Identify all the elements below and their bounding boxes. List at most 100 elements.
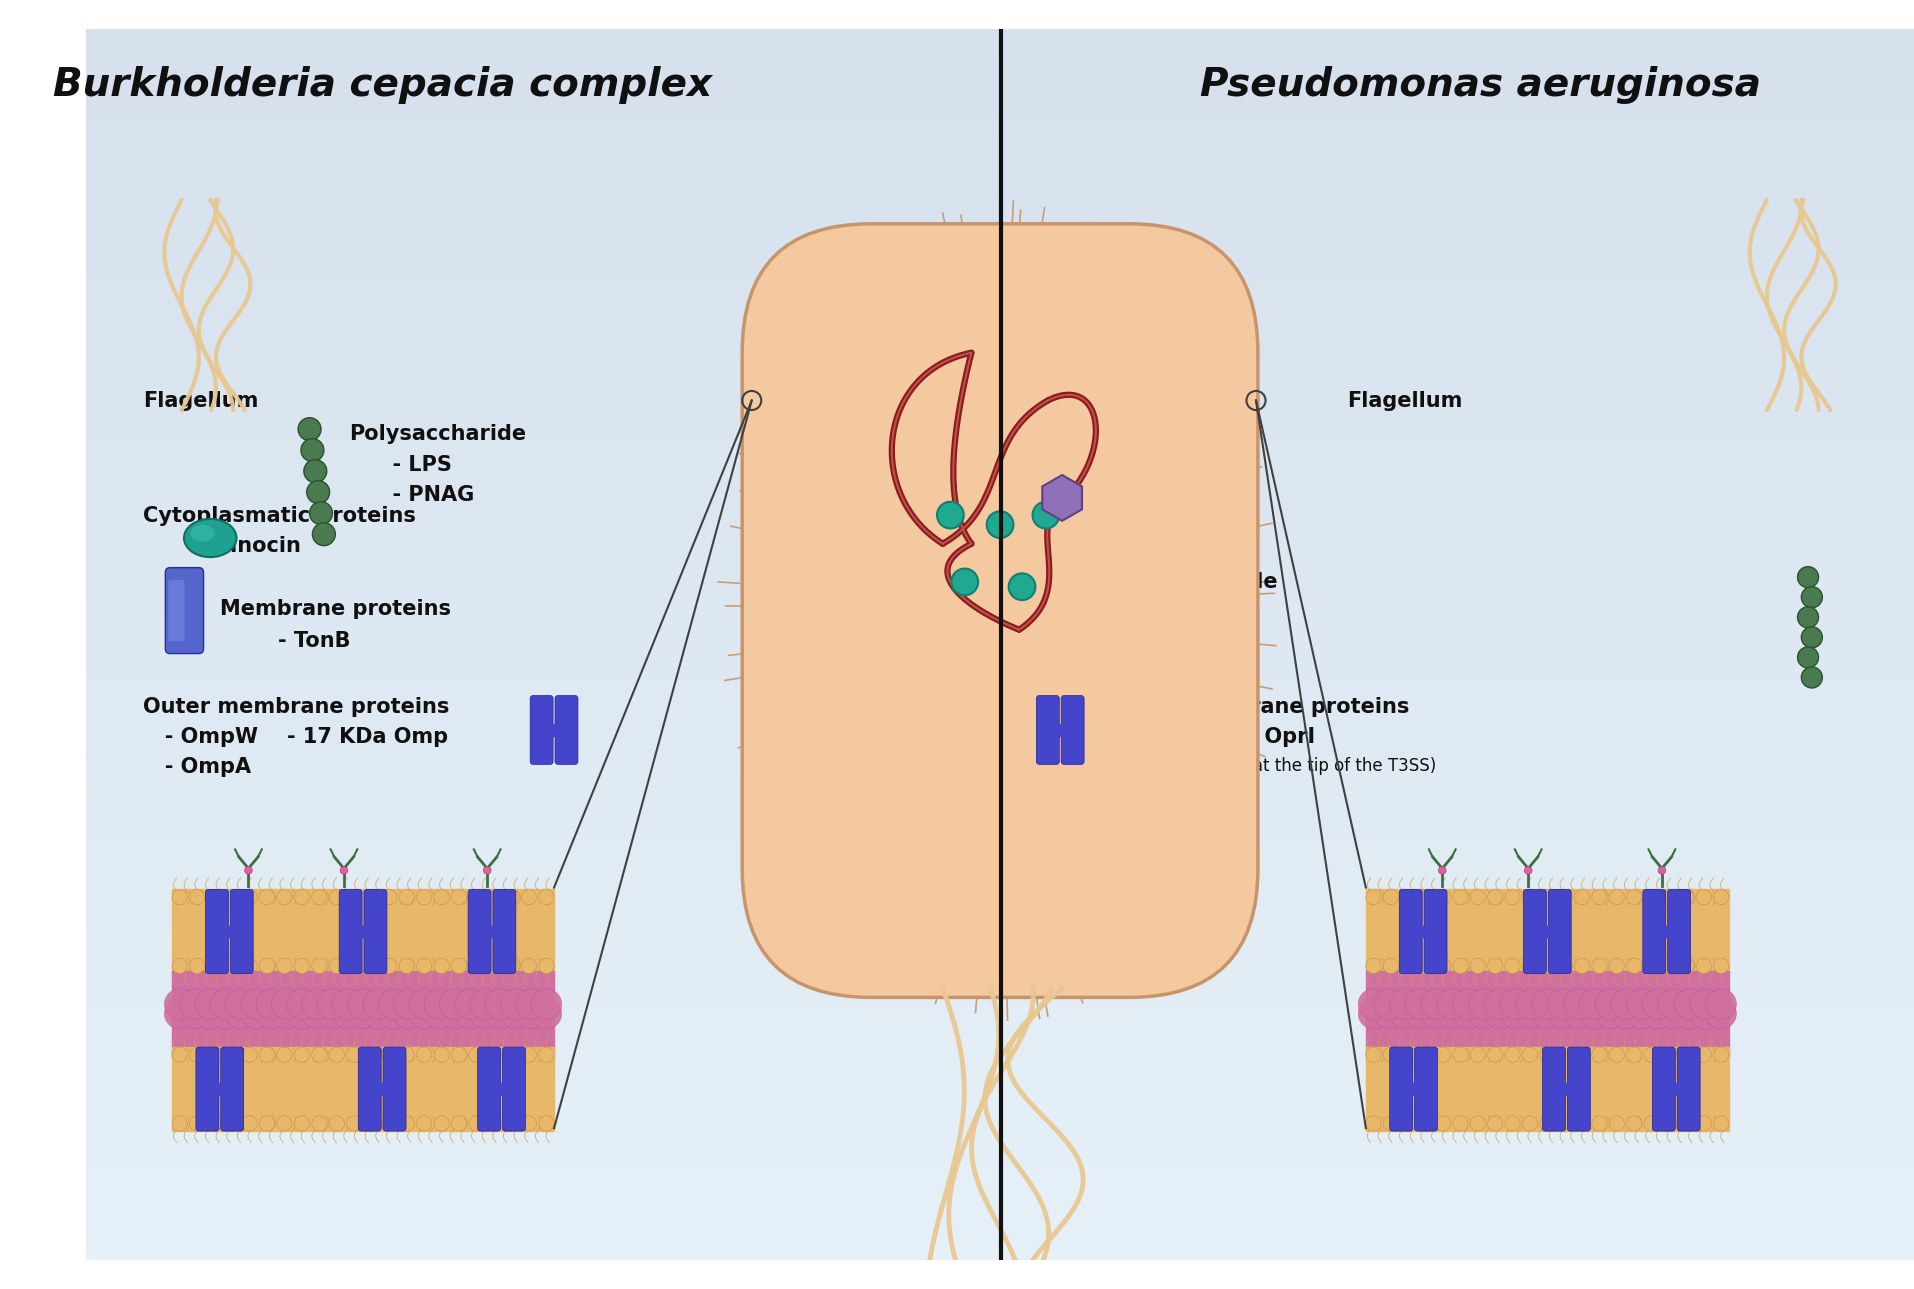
Circle shape [1382, 1116, 1397, 1132]
Circle shape [410, 989, 438, 1020]
Circle shape [1642, 1116, 1658, 1132]
Circle shape [312, 889, 327, 905]
FancyBboxPatch shape [1541, 1047, 1564, 1132]
Circle shape [1591, 889, 1606, 905]
Circle shape [1801, 626, 1822, 648]
Circle shape [986, 512, 1013, 538]
Circle shape [469, 1116, 484, 1132]
Circle shape [521, 1116, 536, 1132]
Bar [1393, 1083, 1432, 1094]
Circle shape [1573, 1116, 1589, 1132]
Circle shape [312, 958, 327, 973]
Text: Burkholderia cepacia complex: Burkholderia cepacia complex [52, 66, 712, 104]
Bar [473, 926, 511, 937]
Circle shape [1357, 989, 1388, 1020]
Circle shape [530, 989, 561, 1020]
Circle shape [1487, 958, 1502, 973]
Circle shape [1594, 989, 1625, 1020]
Circle shape [1679, 1116, 1694, 1132]
Circle shape [346, 1116, 362, 1132]
Circle shape [1437, 999, 1466, 1029]
FancyBboxPatch shape [165, 567, 203, 654]
Circle shape [312, 1116, 327, 1132]
Circle shape [1594, 999, 1625, 1029]
Circle shape [1470, 889, 1485, 905]
Circle shape [1696, 1116, 1711, 1132]
Circle shape [1573, 1047, 1589, 1062]
Circle shape [1504, 1116, 1520, 1132]
Circle shape [1522, 1116, 1537, 1132]
Circle shape [1365, 1047, 1380, 1062]
Circle shape [1453, 999, 1483, 1029]
Text: - LPS: - LPS [348, 455, 452, 474]
Circle shape [195, 989, 226, 1020]
FancyBboxPatch shape [1524, 889, 1545, 973]
Circle shape [1516, 989, 1547, 1020]
Circle shape [530, 999, 561, 1029]
Circle shape [482, 866, 490, 874]
Circle shape [1642, 989, 1673, 1020]
Bar [1365, 1047, 1728, 1132]
Circle shape [287, 999, 318, 1029]
Polygon shape [1041, 474, 1081, 521]
Circle shape [333, 999, 364, 1029]
Circle shape [1573, 889, 1589, 905]
Circle shape [1539, 1116, 1554, 1132]
Circle shape [258, 1116, 274, 1132]
Circle shape [312, 1047, 327, 1062]
FancyBboxPatch shape [1414, 1047, 1437, 1132]
FancyBboxPatch shape [1424, 889, 1447, 973]
Circle shape [521, 1047, 536, 1062]
Circle shape [1608, 1047, 1623, 1062]
Circle shape [1483, 999, 1514, 1029]
Circle shape [1661, 1116, 1677, 1132]
Circle shape [1453, 958, 1468, 973]
Circle shape [241, 999, 272, 1029]
Circle shape [226, 999, 256, 1029]
Text: - TonB: - TonB [220, 632, 350, 651]
Circle shape [1416, 1047, 1432, 1062]
Circle shape [1382, 889, 1397, 905]
Circle shape [207, 1116, 222, 1132]
Bar [201, 1083, 239, 1094]
Text: - PNAG: - PNAG [348, 486, 475, 505]
Text: Polysaccharide: Polysaccharide [348, 424, 526, 445]
Circle shape [245, 866, 253, 874]
Circle shape [1009, 574, 1035, 601]
Circle shape [1696, 1047, 1711, 1062]
Circle shape [1516, 999, 1547, 1029]
Circle shape [1504, 958, 1520, 973]
Circle shape [1522, 889, 1537, 905]
Circle shape [434, 1047, 450, 1062]
Circle shape [438, 999, 469, 1029]
Circle shape [381, 1116, 396, 1132]
Circle shape [486, 889, 501, 905]
Text: (located at the tip of the T3SS): (located at the tip of the T3SS) [1179, 757, 1436, 775]
Circle shape [1658, 866, 1665, 874]
Circle shape [258, 889, 274, 905]
Circle shape [486, 1047, 501, 1062]
Circle shape [258, 958, 274, 973]
Circle shape [1501, 999, 1529, 1029]
Bar [172, 889, 553, 973]
Circle shape [469, 958, 484, 973]
FancyBboxPatch shape [339, 889, 362, 973]
Circle shape [469, 889, 484, 905]
Circle shape [500, 989, 530, 1020]
Bar [482, 1083, 521, 1094]
Circle shape [538, 1116, 553, 1132]
Circle shape [329, 958, 345, 973]
Circle shape [1416, 1116, 1432, 1132]
Circle shape [224, 889, 239, 905]
Circle shape [1470, 1116, 1485, 1132]
Circle shape [1382, 958, 1397, 973]
Circle shape [207, 889, 222, 905]
Circle shape [1661, 958, 1677, 973]
Circle shape [299, 418, 322, 441]
FancyBboxPatch shape [1566, 1047, 1589, 1132]
Circle shape [312, 523, 335, 545]
Circle shape [1487, 889, 1502, 905]
Circle shape [515, 989, 545, 1020]
Circle shape [1658, 999, 1688, 1029]
Circle shape [1705, 989, 1736, 1020]
